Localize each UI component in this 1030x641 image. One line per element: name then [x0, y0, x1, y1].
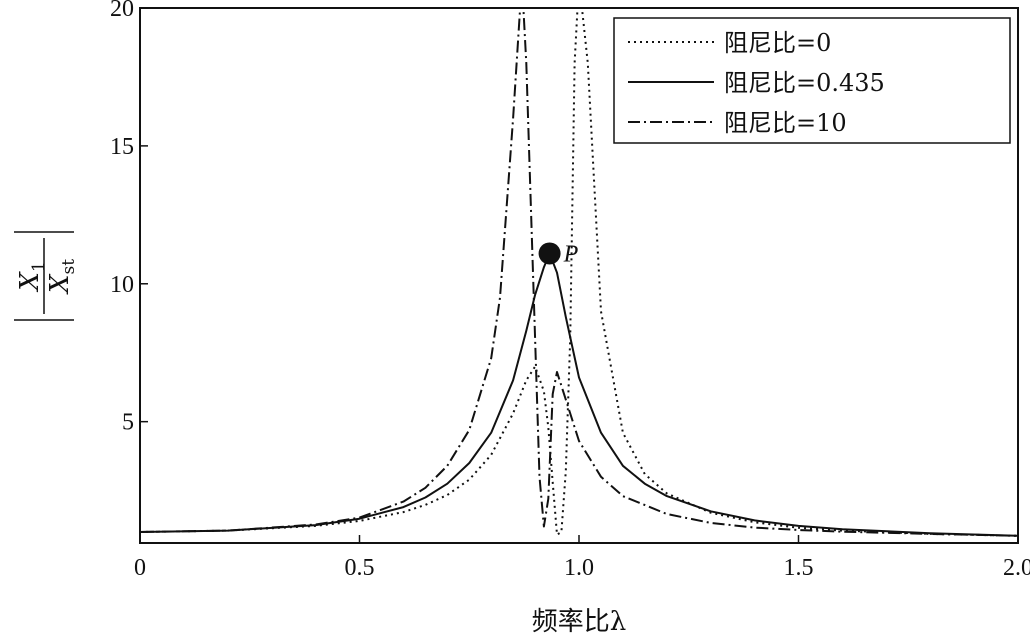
p-point: [538, 242, 561, 265]
y-tick-label: 10: [110, 272, 134, 298]
y-axis-title: X1 Xst: [14, 231, 79, 321]
y-title-denominator: Xst: [45, 259, 79, 295]
x-tick-label: 0: [134, 555, 146, 581]
x-tick-label: 1.0: [564, 555, 594, 581]
legend-label-damping-0435: 阻尼比=0.435: [724, 69, 885, 97]
axis-ticks: 0 0.5 1.0 1.5 2.0 5 10 15 20: [110, 0, 1030, 581]
legend-label-damping-10: 阻尼比=10: [724, 109, 847, 137]
x-tick-label: 2.0: [1003, 555, 1030, 581]
p-label: P: [563, 241, 579, 267]
y-tick-label: 20: [110, 0, 134, 22]
y-tick-label: 5: [122, 410, 134, 436]
x-tick-label: 1.5: [784, 555, 814, 581]
legend: 阻尼比=0 阻尼比=0.435 阻尼比=10: [613, 17, 1011, 144]
series-line-0: [140, 8, 1018, 537]
p-annotation: P: [538, 241, 579, 267]
y-title-numerator: X1: [15, 261, 49, 292]
y-tick-label: 15: [110, 134, 134, 160]
legend-label-damping-0: 阻尼比=0: [724, 29, 831, 57]
series-line-2: [140, 8, 1018, 537]
x-axis-title: 频率比λ: [532, 607, 626, 637]
x-tick-label: 0.5: [345, 555, 375, 581]
